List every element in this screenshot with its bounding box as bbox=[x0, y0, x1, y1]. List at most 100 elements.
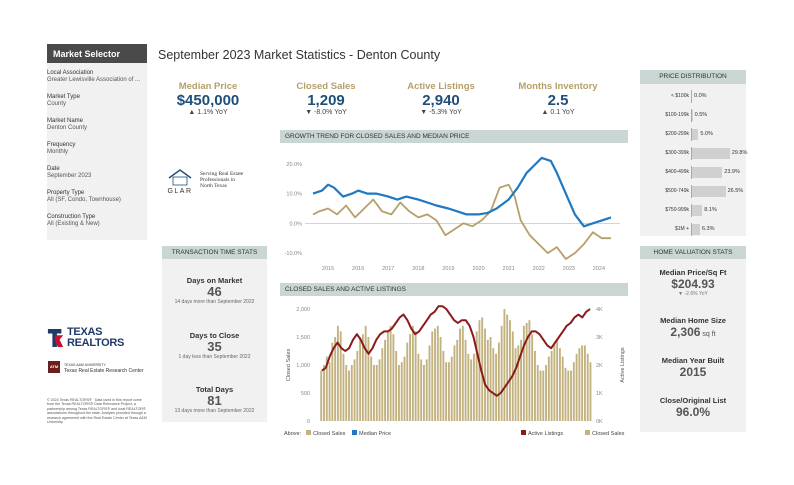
field-market-type[interactable]: Market Type County bbox=[47, 94, 147, 108]
closed-sales-bar bbox=[500, 325, 503, 421]
hv-sub: ▼ -2.6% YoY bbox=[678, 291, 708, 297]
tamu-text: TEXAS A&M UNIVERSITY Texas Real Estate R… bbox=[64, 362, 143, 374]
tx-value: 81 bbox=[207, 393, 222, 408]
closed-sales-bar bbox=[509, 320, 511, 421]
price-bin-row: $100-199k 0.5% bbox=[640, 109, 746, 122]
price-bin-value: 8.1% bbox=[704, 207, 717, 213]
closed-sales-bar bbox=[411, 325, 414, 421]
closed-sales-bar bbox=[447, 362, 450, 421]
glar-mark: GLAR bbox=[167, 188, 192, 195]
kpi-change: ▼ -5.3% YoY bbox=[420, 109, 462, 116]
kpi-value: $450,000 bbox=[176, 92, 240, 109]
closed-sales-bar bbox=[470, 359, 473, 421]
field-label: Frequency bbox=[47, 142, 76, 148]
closed-sales-bar bbox=[539, 370, 542, 421]
price-bin-label: < $100k bbox=[671, 93, 689, 99]
closed-sales-bar bbox=[375, 365, 378, 421]
price-bin-label: $400-499k bbox=[665, 169, 689, 175]
closed-sales-bar bbox=[497, 342, 500, 421]
price-bin-axis bbox=[691, 128, 692, 141]
field-value[interactable]: Greater Lewisville Association of ... bbox=[47, 77, 141, 83]
closed-sales-bar bbox=[353, 359, 356, 421]
closed-sales-bar bbox=[481, 317, 484, 421]
closed-sales-bar bbox=[422, 365, 425, 421]
tx-label: Total Days bbox=[195, 385, 234, 394]
closed-sales-bar bbox=[472, 353, 475, 421]
tamu-line: Texas Real Estate Research Center bbox=[64, 368, 144, 374]
closed-sales-bar bbox=[542, 370, 545, 421]
market-selector-header: Market Selector bbox=[47, 44, 147, 63]
closed-sales-bar bbox=[334, 337, 337, 421]
y2-tick-label: 1K bbox=[596, 391, 603, 397]
closed-sales-bar bbox=[547, 356, 550, 421]
closed-sales-bar bbox=[486, 339, 489, 421]
price-bin-value: 29.8% bbox=[731, 150, 748, 156]
field-label: Construction Type bbox=[47, 214, 96, 220]
glar-tagline: Serving Real Estate Professionals in Nor… bbox=[200, 171, 243, 189]
hv-label: Median Price/Sq Ft bbox=[659, 268, 727, 277]
field-value[interactable]: Monthly bbox=[47, 149, 69, 155]
closed-sales-bar bbox=[534, 351, 536, 421]
hv-label: Median Home Size bbox=[660, 316, 726, 325]
price-bin-row: < $100k 0.0% bbox=[640, 90, 746, 103]
field-date[interactable]: Date September 2023 bbox=[47, 166, 147, 180]
closed-sales-bar bbox=[431, 331, 434, 421]
field-market-name[interactable]: Market Name Denton County bbox=[47, 118, 147, 132]
legend-swatch-median-price bbox=[352, 430, 357, 435]
x-tick-label: 2018 bbox=[412, 266, 424, 272]
field-property-type[interactable]: Property Type All (SF, Condo, Townhouse) bbox=[47, 190, 147, 204]
kpi-closed-sales: Closed Sales 1,209 ▼ -8.0% YoY bbox=[276, 81, 376, 116]
hv-value: 2015 bbox=[640, 365, 746, 379]
closed-sales-bar bbox=[550, 351, 553, 421]
closed-sales-bar bbox=[403, 356, 406, 421]
closed-sales-bar bbox=[553, 342, 556, 421]
x-tick-label: 2022 bbox=[533, 266, 545, 272]
closed-sales-bar bbox=[536, 365, 539, 421]
price-bin-value: 6.3% bbox=[701, 226, 715, 232]
closed-sales-bar bbox=[364, 325, 367, 421]
field-local-association[interactable]: Local Association Greater Lewisville Ass… bbox=[47, 70, 147, 84]
x-tick-label: 2016 bbox=[352, 266, 364, 272]
field-value[interactable]: All (Existing & New) bbox=[47, 221, 100, 227]
field-construction-type[interactable]: Construction Type All (Existing & New) bbox=[47, 214, 147, 228]
closed-sales-bar bbox=[436, 325, 439, 421]
closed-sales-bar bbox=[475, 331, 478, 421]
glar-logo: GLAR bbox=[167, 169, 192, 195]
closed-sales-bar bbox=[339, 331, 342, 421]
price-bin-value: 23.9% bbox=[724, 169, 740, 175]
closed-sales-bar bbox=[384, 339, 387, 421]
texas-realtors-wordmark: TEXAS REALTORS bbox=[67, 327, 124, 349]
y-tick-label: 10.0% bbox=[286, 192, 302, 198]
price-bin-axis bbox=[691, 223, 692, 236]
legend-median-price: Median Price bbox=[359, 431, 391, 437]
tx-total-days: Total Days 81 13 days more than Septembe… bbox=[162, 385, 267, 414]
closed-sales-bar bbox=[520, 339, 523, 421]
field-value[interactable]: County bbox=[47, 101, 67, 107]
field-value[interactable]: September 2023 bbox=[47, 173, 92, 179]
price-bin-bar bbox=[692, 205, 703, 216]
closed-sales-bar bbox=[589, 362, 592, 421]
tr-line: REALTORS bbox=[67, 337, 125, 349]
price-distribution-panel: PRICE DISTRIBUTION < $100k 0.0% $100-199k 0… bbox=[640, 70, 748, 236]
kpi-value: 2,940 bbox=[422, 92, 460, 109]
price-bin-value: 0.0% bbox=[694, 93, 707, 99]
y-tick-label: 20.0% bbox=[286, 162, 302, 168]
closed-sales-bar bbox=[453, 345, 456, 421]
hv-number: 96.0% bbox=[675, 405, 711, 419]
kpi-months-inventory: Months Inventory 2.5 ▲ 0.1 YoY bbox=[508, 81, 608, 116]
closed-sales-bar bbox=[381, 348, 384, 421]
y-tick-label: -10.0% bbox=[285, 251, 303, 257]
y-tick-label: 500 bbox=[301, 391, 310, 397]
field-value[interactable]: All (SF, Condo, Townhouse) bbox=[47, 197, 121, 203]
closed-sales-bar bbox=[417, 353, 420, 421]
closed-sales-bar bbox=[342, 353, 345, 421]
tx-label: Days on Market bbox=[186, 276, 243, 285]
hv-label: Close/Original List bbox=[659, 396, 727, 405]
hv-number: 2015 bbox=[679, 365, 707, 379]
field-value[interactable]: Denton County bbox=[47, 125, 88, 131]
x-tick-label: 2024 bbox=[593, 266, 605, 272]
field-frequency[interactable]: Frequency Monthly bbox=[47, 142, 147, 156]
hv-home-size: Median Home Size 2,306 sq ft bbox=[640, 316, 746, 342]
closed-sales-line bbox=[312, 183, 611, 260]
field-label: Local Association bbox=[47, 70, 94, 76]
